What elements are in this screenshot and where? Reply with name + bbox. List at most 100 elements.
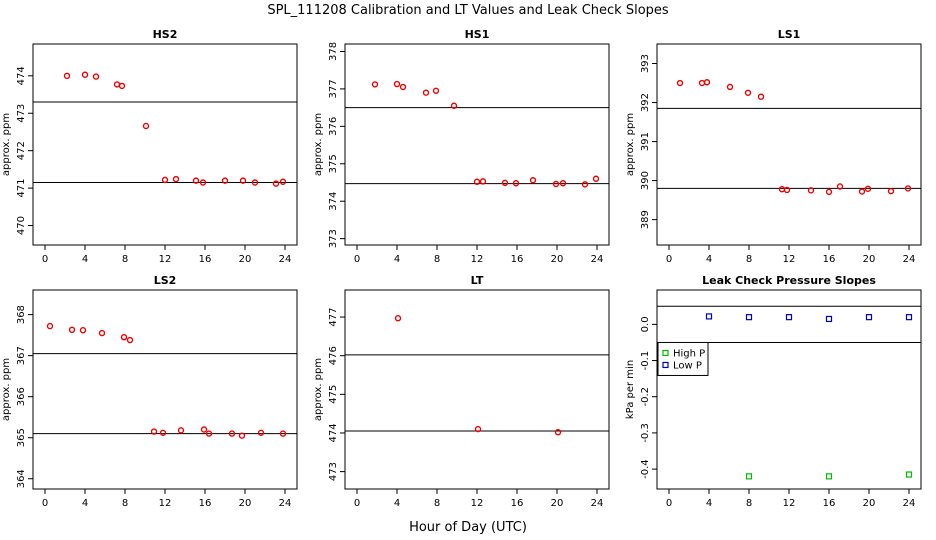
data-point — [177, 427, 185, 434]
panel-hs1: HS1 approx. ppm 0 4 8 12 16 20 24 373 374 375 376 377… — [313, 28, 610, 265]
y-tick-label: 470 — [16, 216, 27, 235]
data-point — [474, 425, 482, 433]
x-tick-label: 20 — [239, 498, 252, 509]
data-point — [172, 175, 180, 183]
data-point — [221, 177, 229, 184]
y-tick-label: -0.1 — [640, 351, 651, 371]
data-point — [46, 322, 54, 330]
data-point — [745, 314, 753, 321]
data-point — [745, 473, 753, 480]
data-point — [858, 188, 866, 195]
data-point — [393, 80, 401, 88]
figure-xlabel: Hour of Day (UTC) — [409, 520, 527, 535]
y-tick-label: 474 — [328, 423, 339, 442]
x-tick-label: 16 — [511, 254, 524, 265]
data-point — [554, 428, 562, 436]
y-tick-label: 377 — [328, 79, 339, 98]
y-axis-label: approx. ppm — [313, 358, 324, 421]
data-point — [836, 183, 844, 190]
figure-title: SPL_111208 Calibration and LT Values and… — [267, 3, 669, 18]
y-tick-label: 474 — [16, 66, 27, 85]
data-point — [807, 187, 815, 194]
data-point — [150, 428, 158, 435]
x-tick-label: 0 — [666, 254, 672, 265]
data-point — [399, 83, 407, 91]
x-tick-label: 16 — [199, 254, 212, 265]
data-point — [113, 81, 121, 88]
x-tick-label: 4 — [394, 498, 400, 509]
data-point — [501, 179, 509, 187]
panel-title: LS1 — [778, 28, 801, 41]
x-tick-label: 0 — [42, 498, 48, 509]
y-tick-label: 390 — [640, 171, 651, 190]
x-tick-label: 8 — [434, 498, 440, 509]
data-point — [272, 180, 280, 187]
x-tick-label: 8 — [746, 254, 752, 265]
x-tick-label: 8 — [122, 254, 128, 265]
x-tick-label: 4 — [706, 498, 712, 509]
y-axis-label: approx. ppm — [313, 113, 324, 176]
x-tick-label: 12 — [783, 254, 796, 265]
data-point — [581, 181, 589, 188]
data-point — [200, 426, 208, 433]
data-point — [552, 180, 560, 188]
x-tick-label: 12 — [783, 498, 796, 509]
data-point — [120, 333, 128, 341]
panel-ls2: LS2 approx. ppm 0 4 8 12 16 20 24 364 365 366 367 368 — [1, 274, 298, 509]
legend-label: Low P — [673, 360, 702, 371]
data-point — [705, 313, 713, 320]
y-tick-label: 364 — [16, 469, 27, 488]
x-tick-label: 24 — [591, 498, 604, 509]
y-tick-label: 375 — [328, 154, 339, 173]
x-tick-label: 4 — [82, 498, 88, 509]
data-point — [703, 79, 711, 86]
data-point — [394, 315, 402, 322]
x-tick-label: 24 — [591, 254, 604, 265]
y-tick-label: 367 — [16, 346, 27, 365]
y-tick-label: 477 — [328, 308, 339, 327]
y-tick-label: 391 — [640, 132, 651, 151]
data-point — [825, 315, 833, 323]
x-tick-label: 16 — [511, 498, 524, 509]
x-tick-label: 8 — [434, 254, 440, 265]
data-point — [68, 326, 76, 333]
x-tick-label: 12 — [159, 498, 172, 509]
y-tick-label: 373 — [328, 229, 339, 248]
data-point — [698, 79, 706, 87]
data-point — [887, 187, 895, 195]
data-point — [450, 102, 458, 109]
data-point — [422, 89, 430, 96]
data-point — [905, 314, 913, 321]
y-tick-label: 392 — [640, 93, 651, 112]
x-tick-label: 4 — [82, 254, 88, 265]
data-point — [98, 329, 106, 337]
x-tick-label: 20 — [863, 254, 876, 265]
data-point — [559, 180, 567, 187]
data-point — [279, 430, 287, 437]
x-tick-label: 24 — [903, 254, 916, 265]
data-point — [676, 79, 684, 87]
data-point — [865, 314, 873, 321]
x-tick-label: 12 — [471, 254, 484, 265]
y-tick-label: 476 — [328, 346, 339, 365]
data-point — [81, 71, 89, 78]
plot-frame — [344, 289, 610, 490]
data-point — [371, 81, 379, 88]
panel-title: HS2 — [153, 28, 178, 41]
x-tick-label: 16 — [823, 254, 836, 265]
x-tick-label: 0 — [42, 254, 48, 265]
data-point — [864, 185, 872, 192]
plot-frame — [32, 289, 298, 490]
data-point — [825, 188, 833, 196]
y-axis-label: approx. ppm — [1, 113, 12, 176]
x-tick-label: 12 — [159, 254, 172, 265]
x-tick-label: 0 — [354, 498, 360, 509]
data-point — [192, 177, 200, 184]
data-point — [529, 177, 537, 184]
y-axis-label: kPa per min — [625, 360, 636, 419]
x-tick-label: 20 — [551, 254, 564, 265]
data-point — [432, 87, 440, 94]
y-tick-label: 475 — [328, 385, 339, 404]
data-point — [473, 178, 481, 185]
